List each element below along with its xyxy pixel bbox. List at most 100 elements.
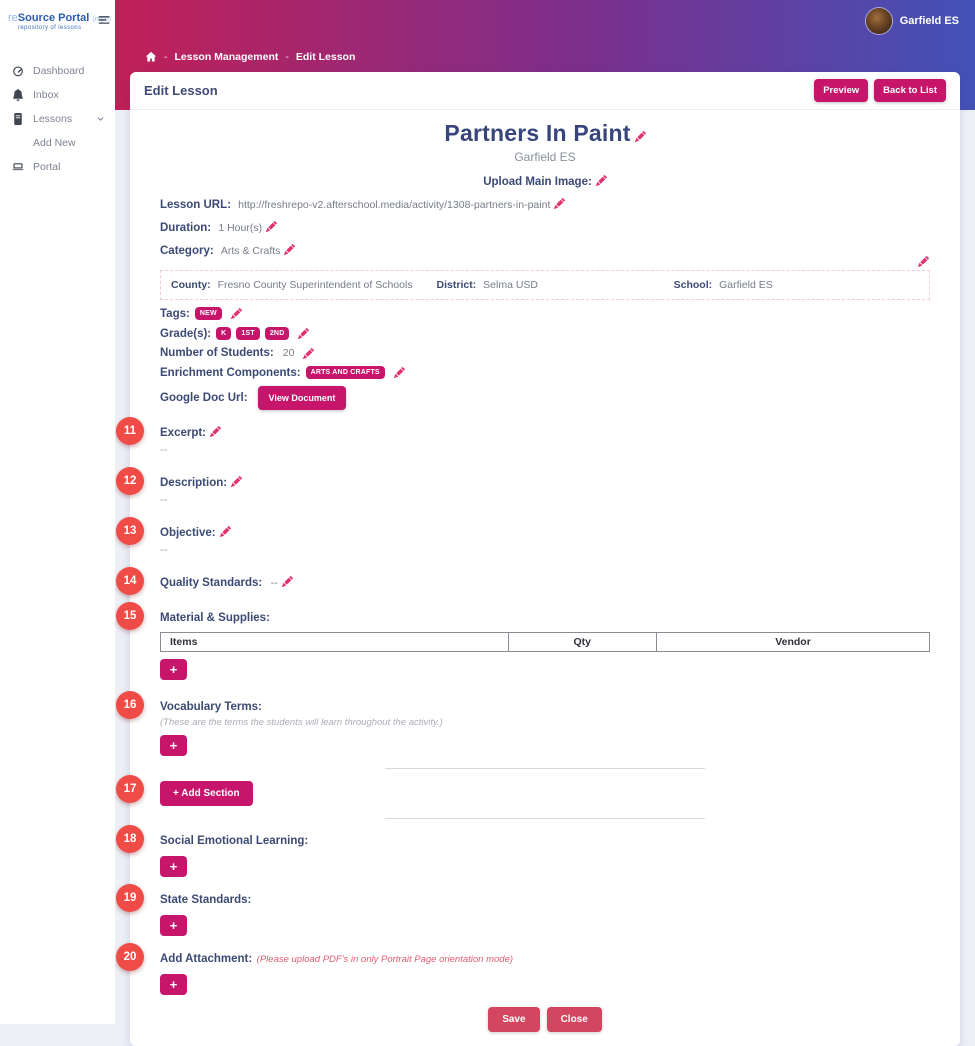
edit-quality-standards-icon[interactable]	[282, 574, 293, 585]
google-doc-url-label: Google Doc Url:	[160, 392, 248, 404]
close-button[interactable]: Close	[546, 1007, 602, 1032]
section-number-badge: 19	[116, 884, 144, 912]
section-number-badge: 11	[116, 417, 144, 445]
main-area: Garfield ES - Lesson Management - Edit L…	[115, 0, 975, 1046]
edit-description-icon[interactable]	[231, 474, 242, 485]
edit-tags-icon[interactable]	[231, 308, 242, 319]
home-icon[interactable]	[145, 51, 157, 63]
edit-excerpt-icon[interactable]	[210, 424, 221, 435]
section-number-badge: 18	[116, 825, 144, 853]
sidebar-item-add-new[interactable]: Add New	[0, 131, 115, 155]
edit-duration-icon[interactable]	[266, 221, 277, 232]
app-logo[interactable]: reSource Portal (repo) repository of les…	[8, 12, 111, 31]
section-add-section: 17 + Add Section	[116, 775, 930, 806]
edit-location-icon[interactable]	[918, 256, 929, 267]
app-logo-text: reSource Portal (repo)	[8, 12, 111, 24]
view-document-button[interactable]: View Document	[257, 386, 347, 410]
enrichment-badge: ARTS AND CRAFTS	[305, 366, 385, 379]
sidebar-item-lessons[interactable]: Lessons	[0, 107, 115, 131]
add-attachment-button[interactable]: +	[160, 974, 187, 995]
sidebar-item-label: Dashboard	[33, 65, 85, 77]
back-to-list-button[interactable]: Back to List	[874, 79, 946, 102]
add-vocabulary-button[interactable]: +	[160, 735, 187, 756]
section-divider	[385, 768, 705, 769]
sidebar-item-portal[interactable]: Portal	[0, 155, 115, 179]
lesson-url-value: http://freshrepo-v2.afterschool.media/ac…	[238, 199, 551, 211]
section-number-badge: 17	[116, 775, 144, 803]
upload-main-image-label: Upload Main Image:	[483, 176, 592, 188]
section-vocabulary: 16 Vocabulary Terms: (These are the term…	[116, 691, 930, 756]
section-number-badge: 20	[116, 943, 144, 971]
breadcrumb-lesson-management[interactable]: Lesson Management	[174, 51, 279, 63]
edit-lesson-card: Edit Lesson Preview Back to List Partner…	[116, 72, 960, 1046]
section-objective: 13 Objective: --	[116, 517, 930, 556]
section-add-attachment: 20 Add Attachment: (Please upload PDF's …	[116, 943, 930, 995]
user-menu[interactable]: Garfield ES	[865, 8, 959, 34]
sidebar-item-dashboard[interactable]: Dashboard	[0, 59, 115, 83]
school-label: School:	[673, 279, 713, 291]
description-value: --	[160, 494, 168, 506]
add-material-button[interactable]: +	[160, 659, 187, 680]
page-title: Edit Lesson	[144, 83, 218, 98]
section-social-emotional: 18 Social Emotional Learning: +	[116, 825, 930, 877]
edit-students-icon[interactable]	[303, 348, 314, 359]
add-attachment-label: Add Attachment:	[160, 953, 253, 965]
laptop-icon	[12, 161, 24, 173]
objective-value: --	[160, 544, 168, 556]
add-state-standard-button[interactable]: +	[160, 915, 187, 936]
duration-label: Duration:	[160, 222, 212, 234]
add-social-emotional-button[interactable]: +	[160, 856, 187, 877]
edit-enrichment-icon[interactable]	[394, 367, 405, 378]
school-value: Garfield ES	[719, 279, 773, 291]
lesson-title: Partners In Paint	[444, 120, 631, 146]
lesson-school-subtitle: Garfield ES	[514, 150, 576, 164]
quality-standards-label: Quality Standards:	[160, 577, 263, 589]
preview-button[interactable]: Preview	[814, 79, 869, 102]
sidebar-item-label: Portal	[33, 161, 61, 173]
card-header: Edit Lesson Preview Back to List	[130, 72, 960, 110]
district-value: Selma USD	[483, 279, 538, 291]
sidebar-item-inbox[interactable]: Inbox	[0, 83, 115, 107]
sidebar-toggle-icon[interactable]	[97, 13, 111, 27]
duration-value: 1 Hour(s)	[218, 222, 263, 234]
district-label: District:	[436, 279, 477, 291]
add-section-button[interactable]: + Add Section	[160, 781, 253, 806]
edit-grades-icon[interactable]	[298, 328, 309, 339]
objective-label: Objective:	[160, 527, 216, 539]
section-number-badge: 13	[116, 517, 144, 545]
location-box: County: Fresno County Superintendent of …	[160, 270, 930, 300]
excerpt-value: --	[160, 444, 168, 456]
section-number-badge: 16	[116, 691, 144, 719]
excerpt-label: Excerpt:	[160, 427, 207, 439]
lesson-url-label: Lesson URL:	[160, 199, 231, 211]
state-standards-label: State Standards:	[160, 894, 252, 906]
section-divider	[385, 818, 705, 819]
section-materials: 15 Material & Supplies: Items Qty Vendor…	[116, 602, 931, 680]
social-emotional-label: Social Emotional Learning:	[160, 835, 309, 847]
avatar	[865, 8, 892, 34]
tachometer-icon	[12, 65, 24, 77]
materials-col-items: Items	[160, 632, 509, 652]
county-label: County:	[171, 279, 211, 291]
materials-col-vendor: Vendor	[655, 632, 931, 652]
grade-badge: 1ST	[236, 327, 260, 340]
description-label: Description:	[160, 477, 228, 489]
edit-lesson-url-icon[interactable]	[554, 198, 565, 209]
section-number-badge: 15	[116, 602, 144, 630]
top-navbar: Garfield ES	[115, 0, 975, 42]
edit-objective-icon[interactable]	[220, 524, 231, 535]
tag-badge: NEW	[194, 307, 222, 320]
edit-main-image-icon[interactable]	[596, 175, 607, 186]
sidebar-item-label: Lessons	[33, 113, 73, 125]
chevron-down-icon	[96, 115, 105, 124]
grades-label: Grade(s):	[160, 327, 212, 340]
vocabulary-label: Vocabulary Terms:	[160, 701, 262, 713]
edit-title-icon[interactable]	[635, 129, 646, 140]
section-excerpt: 11 Excerpt: --	[116, 417, 930, 456]
edit-category-icon[interactable]	[284, 244, 295, 255]
sidebar-item-label: Add New	[33, 137, 76, 149]
enrichment-components-label: Enrichment Components:	[160, 366, 301, 379]
save-button[interactable]: Save	[488, 1007, 540, 1032]
app-logo-tagline: repository of lessons	[18, 25, 82, 31]
number-of-students-value: 20	[282, 347, 295, 359]
